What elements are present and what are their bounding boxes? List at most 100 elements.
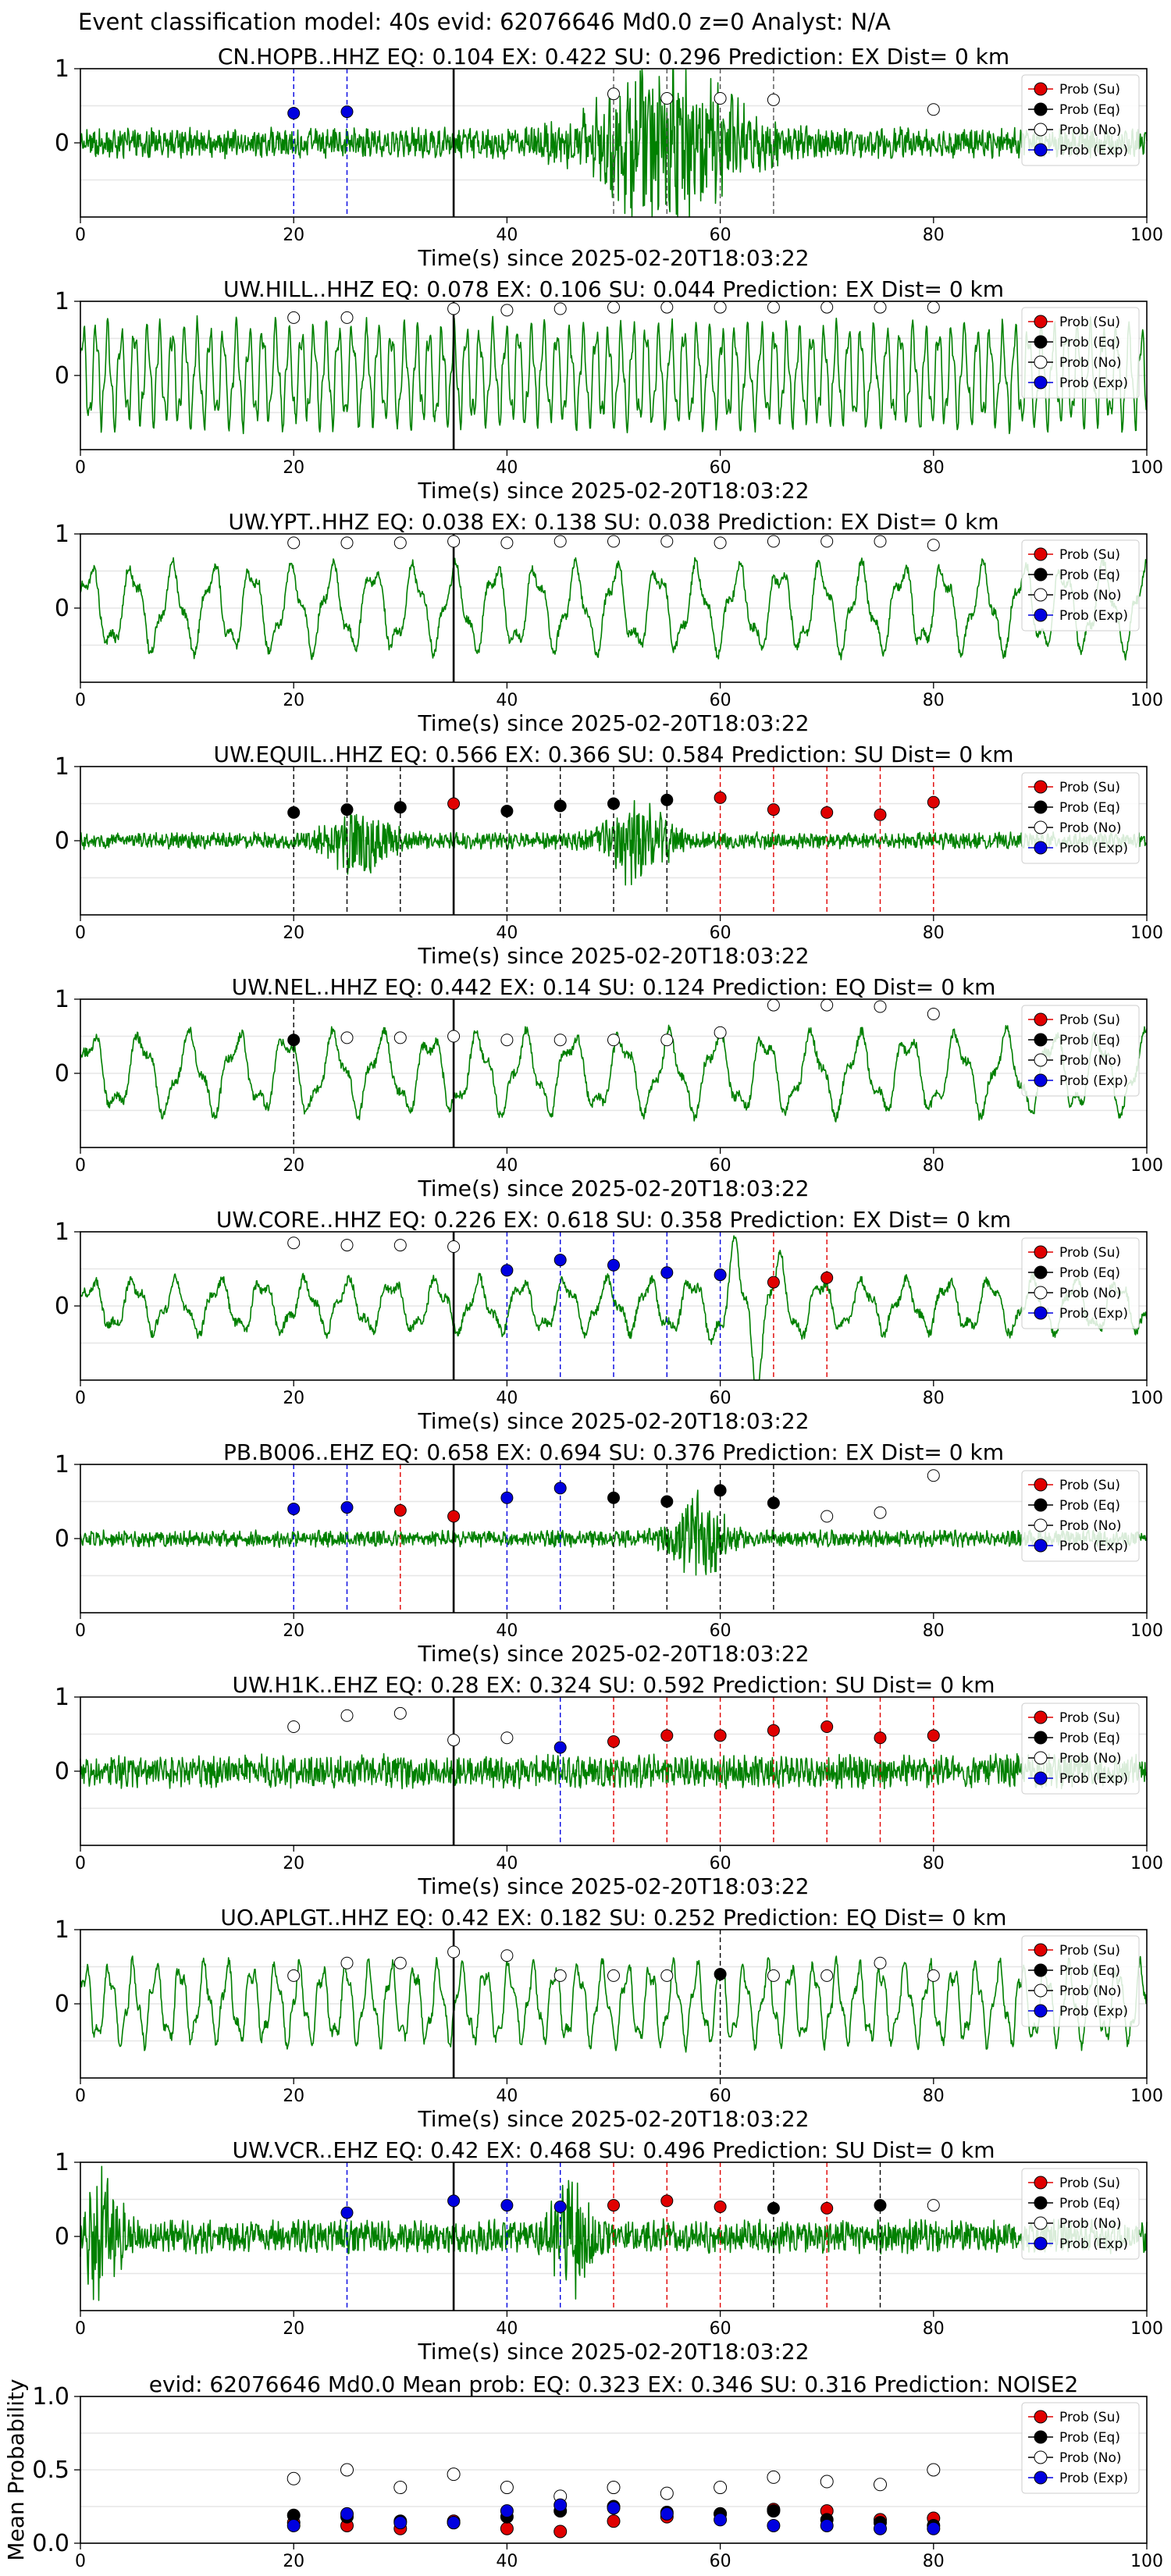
y-tick-label: 0 [55, 1060, 69, 1087]
prob-point-no [287, 1236, 301, 1250]
legend-label-exp: Prob (Exp) [1059, 2004, 1128, 2019]
y-axis-label: Mean Probability [3, 2379, 29, 2560]
x-tick-label: 0 [75, 691, 86, 710]
x-tick-label: 0 [75, 1389, 86, 1408]
legend-label-no: Prob (No) [1059, 1518, 1122, 1534]
waveform-trace [80, 315, 1148, 435]
prob-point-eq [767, 2201, 780, 2215]
legend-marker-su [1034, 1710, 1048, 1724]
legend-label-su: Prob (Su) [1059, 547, 1120, 563]
prob-point-exp [447, 2194, 461, 2208]
x-tick-label: 60 [710, 1156, 731, 1176]
prob-point-no [767, 93, 780, 106]
prob-point-su [447, 797, 461, 810]
legend-marker-exp [1034, 608, 1048, 622]
legend-marker-exp [1034, 1539, 1048, 1553]
legend-label-no: Prob (No) [1059, 355, 1122, 371]
x-tick-label: 80 [923, 2552, 945, 2571]
prob-point-eq [340, 803, 354, 817]
prob-point-eq [714, 1484, 727, 1497]
legend-label-su: Prob (Su) [1059, 1710, 1120, 1726]
prob-point-eq [660, 793, 674, 806]
x-tick-label: 40 [496, 226, 518, 245]
prob-point-no [767, 1969, 780, 1982]
x-tick-label: 60 [710, 1621, 731, 1641]
panel-title: PB.B006..EHZ EQ: 0.658 EX: 0.694 SU: 0.3… [223, 1439, 1004, 1465]
prob-point-no [820, 998, 834, 1012]
prob-point-su [820, 1271, 834, 1284]
panel-title: CN.HOPB..HHZ EQ: 0.104 EX: 0.422 SU: 0.2… [218, 44, 1009, 69]
legend-label-no: Prob (No) [1059, 123, 1122, 138]
prob-point-su [927, 1729, 940, 1742]
prob-point-no [287, 536, 301, 550]
legend-label-eq: Prob (Eq) [1059, 1265, 1120, 1281]
mean-point-exp [607, 2501, 621, 2515]
legend-label-exp: Prob (Exp) [1059, 608, 1128, 624]
legend-marker-exp [1034, 841, 1048, 855]
x-tick-label: 60 [710, 2087, 731, 2106]
x-tick-label: 20 [283, 2087, 304, 2106]
legend-label-eq: Prob (Eq) [1059, 568, 1120, 583]
prob-point-no [393, 1031, 407, 1044]
prob-point-no [447, 1945, 461, 1959]
waveform-trace [80, 557, 1148, 661]
legend-marker-su [1034, 547, 1048, 561]
legend-marker-no [1034, 1286, 1048, 1300]
prob-point-no [820, 1969, 834, 1982]
legend-marker-no [1034, 123, 1048, 137]
prob-point-exp [714, 1268, 727, 1282]
prob-point-no [340, 536, 354, 550]
x-tick-label: 80 [923, 458, 945, 478]
mean-point-su [500, 2521, 514, 2535]
prob-point-no [287, 311, 301, 324]
legend-label-exp: Prob (Exp) [1059, 1073, 1128, 1089]
legend-label-no: Prob (No) [1059, 2450, 1122, 2466]
legend-box [1021, 74, 1140, 166]
legend-box [1021, 2402, 1140, 2494]
mean-point-exp [447, 2516, 461, 2530]
prob-point-no [927, 1469, 940, 1482]
prob-point-no [287, 1969, 301, 1982]
x-tick-label: 0 [75, 2319, 86, 2339]
legend-marker-su [1034, 315, 1048, 329]
mean-point-no [820, 2475, 834, 2489]
legend-box [1021, 2168, 1140, 2260]
prob-point-no [714, 536, 727, 550]
prob-point-no [287, 1720, 301, 1733]
y-tick-label: 1 [55, 1451, 69, 1478]
mean-point-su [553, 2524, 568, 2539]
x-tick-label: 0 [75, 226, 86, 245]
x-tick-label: 100 [1130, 2087, 1163, 2106]
legend-label-exp: Prob (Exp) [1059, 143, 1128, 158]
legend-label-no: Prob (No) [1059, 2216, 1122, 2232]
prob-point-no [393, 1956, 407, 1969]
x-tick-label: 20 [283, 691, 304, 710]
prob-point-no [553, 302, 567, 315]
y-tick-label: 0.5 [32, 2457, 69, 2484]
legend-label-exp: Prob (Exp) [1059, 375, 1128, 391]
prob-point-su [660, 2194, 674, 2208]
prob-point-eq [767, 1496, 780, 1510]
x-tick-label: 60 [710, 458, 731, 478]
mean-point-no [714, 2481, 728, 2495]
y-tick-label: 1 [55, 288, 69, 315]
waveform-trace [80, 1024, 1148, 1123]
prob-point-no [820, 1510, 834, 1523]
legend-marker-su [1034, 1943, 1048, 1957]
legend-marker-eq [1034, 800, 1048, 814]
x-axis-label: Time(s) since 2025-02-20T18:03:22 [417, 1408, 809, 1434]
panel-title: UW.YPT..HHZ EQ: 0.038 EX: 0.138 SU: 0.03… [228, 509, 998, 535]
mean-point-no [660, 2486, 674, 2500]
y-tick-label: 1 [55, 986, 69, 1013]
panel-uo-aplgt--hhz: UO.APLGT..HHZ EQ: 0.42 EX: 0.182 SU: 0.2… [55, 1905, 1163, 2132]
legend-label-no: Prob (No) [1059, 1984, 1122, 1999]
legend-box [1021, 1935, 1140, 2027]
prob-point-exp [553, 1482, 567, 1495]
figure-suptitle: Event classification model: 40s evid: 62… [78, 9, 891, 35]
prob-point-su [714, 2201, 727, 2213]
prob-point-no [927, 1969, 940, 1982]
prob-point-exp [340, 1501, 354, 1514]
prob-point-exp [287, 1503, 301, 1515]
prob-point-no [660, 1969, 674, 1982]
x-tick-label: 40 [496, 458, 518, 478]
